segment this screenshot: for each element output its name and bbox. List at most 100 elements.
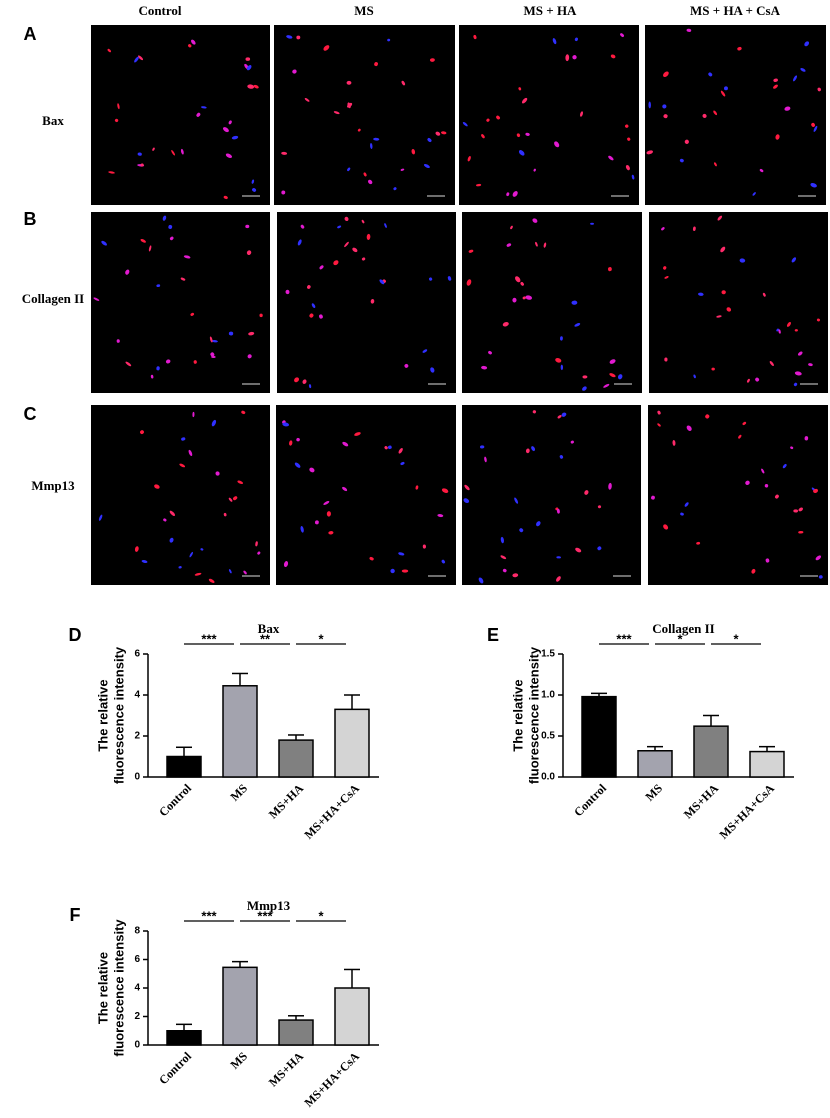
cell <box>500 555 507 560</box>
cell <box>609 359 616 364</box>
cell <box>793 382 798 387</box>
cell <box>536 521 541 527</box>
cell <box>515 276 521 283</box>
cell <box>575 547 582 553</box>
cell <box>717 215 723 221</box>
cell <box>237 480 244 485</box>
cell <box>179 463 186 468</box>
cell <box>243 570 247 575</box>
significance-label: *** <box>616 631 632 646</box>
column-header: MS + HA + CsA <box>690 3 781 18</box>
cell <box>215 471 220 476</box>
cell <box>134 546 139 552</box>
cell <box>228 497 233 502</box>
cell <box>720 90 726 97</box>
cell <box>361 219 365 224</box>
x-tick-label: MS+HA+CsA <box>301 1049 362 1110</box>
cell <box>663 71 669 77</box>
cell <box>401 80 406 86</box>
cell <box>773 78 778 82</box>
cell <box>519 528 524 533</box>
cell <box>705 414 710 419</box>
y-axis-label: fluorescence intensity <box>111 919 126 1057</box>
cell <box>134 56 139 63</box>
cell <box>430 367 435 373</box>
cell <box>398 552 405 556</box>
cell <box>525 448 530 454</box>
cell <box>648 101 651 109</box>
cell <box>525 132 530 136</box>
cell <box>798 530 804 534</box>
cell <box>680 512 684 516</box>
cell <box>323 500 330 505</box>
cell <box>698 292 704 296</box>
cell <box>223 195 228 200</box>
cell <box>228 120 232 125</box>
bar <box>222 966 258 1046</box>
cell <box>720 246 726 253</box>
cell <box>811 122 815 127</box>
cell <box>384 223 387 228</box>
cell <box>437 514 444 518</box>
cell <box>747 378 750 383</box>
cell <box>555 358 562 363</box>
cell <box>211 419 217 427</box>
panel-letter: E <box>487 625 499 645</box>
cell <box>672 440 676 446</box>
cell <box>488 351 492 355</box>
y-tick-label: 6 <box>134 649 140 660</box>
chart-title: Collagen II <box>652 621 714 636</box>
cell <box>326 511 331 517</box>
cell <box>374 62 378 67</box>
cell <box>559 455 564 459</box>
cell <box>778 329 781 334</box>
micrograph-bg <box>648 405 828 585</box>
cell <box>521 97 528 104</box>
bar <box>749 750 785 778</box>
micrograph-bg <box>462 212 642 393</box>
cell <box>415 485 419 490</box>
cell <box>496 115 500 120</box>
cell <box>597 505 602 509</box>
cell <box>609 373 616 378</box>
cell <box>657 423 661 427</box>
cell <box>314 520 319 525</box>
cell <box>708 72 713 77</box>
y-tick-label: 0 <box>134 1040 140 1051</box>
cell <box>726 307 732 312</box>
cell <box>169 510 176 517</box>
cell <box>225 153 233 158</box>
cell <box>738 434 742 439</box>
cell <box>259 313 263 318</box>
y-tick-label: 2 <box>134 731 140 742</box>
cell <box>686 425 692 431</box>
cell <box>209 336 213 343</box>
column-header: Control <box>138 3 181 18</box>
cell <box>196 112 201 117</box>
cell <box>574 37 578 42</box>
cell <box>481 134 485 139</box>
cell <box>390 568 395 574</box>
cell <box>663 524 669 530</box>
cell <box>98 514 103 521</box>
cell <box>289 440 293 446</box>
cell <box>711 367 715 371</box>
y-tick-label: 0 <box>134 772 140 783</box>
cell <box>520 281 524 286</box>
cell <box>140 430 144 435</box>
cell <box>255 541 258 547</box>
cell <box>369 557 374 561</box>
x-tick-label: Control <box>156 781 194 819</box>
cell <box>565 54 570 62</box>
cell <box>188 449 193 457</box>
y-tick-label: 1.5 <box>541 649 555 660</box>
cell <box>93 297 100 301</box>
cell <box>800 67 806 72</box>
cell <box>361 257 366 261</box>
cell <box>169 537 174 543</box>
cell <box>773 84 778 89</box>
cell <box>337 225 342 229</box>
cell <box>178 566 182 569</box>
bar <box>278 739 314 778</box>
